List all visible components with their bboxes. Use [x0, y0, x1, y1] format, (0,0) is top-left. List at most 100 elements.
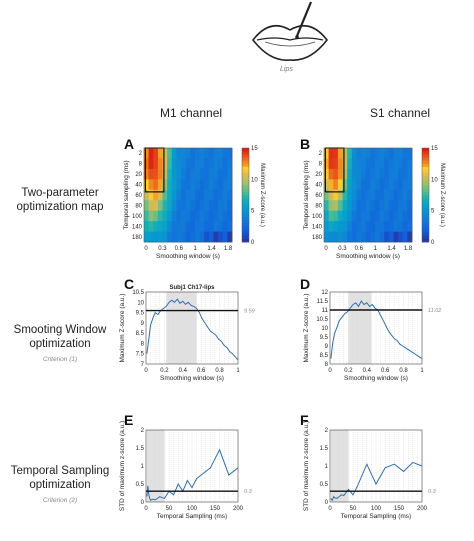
heatmap-cell: [185, 168, 191, 180]
heatmap-cell: [213, 189, 219, 201]
colorbar-segment: [422, 188, 429, 193]
heatmap-cell: [388, 210, 394, 222]
heatmap-cell: [374, 200, 380, 212]
y-axis-label: Maximum Z-score (a.u.): [119, 294, 126, 363]
heatmap-cell: [337, 221, 343, 232]
heatmap-cell: [185, 200, 191, 212]
heatmap-cell: [402, 189, 408, 201]
heatmap-cell: [157, 158, 163, 170]
heatmap-cell: [407, 168, 413, 180]
heatmap-cell: [213, 179, 219, 191]
heatmap-cell: [379, 189, 385, 201]
heatmap-cell: [379, 158, 385, 170]
heatmap-cell: [213, 231, 219, 243]
heatmap-cell: [370, 200, 376, 212]
heatmap-cell: [393, 210, 399, 222]
heatmap-cell: [398, 148, 404, 159]
colorbar-frame: [421, 147, 430, 243]
heatmap-cell: [199, 179, 205, 191]
colorbar-tick-label: 10: [251, 177, 258, 183]
heatmap-cell: [157, 168, 163, 180]
heatmap-cell: [351, 210, 357, 222]
heatmap-cell: [342, 179, 348, 191]
colorbar-segment: [422, 166, 429, 171]
heatmap-cell: [402, 221, 408, 232]
x-tick-label: 0.3: [158, 246, 167, 252]
heatmap-cell: [328, 221, 334, 232]
panel-letter-e: E: [124, 412, 134, 428]
heatmap-cell: [167, 231, 173, 243]
threshold-label: 0.3: [244, 489, 253, 495]
colorbar-segment: [422, 198, 429, 202]
heatmap-cell: [384, 148, 390, 159]
colorbar-segment: [422, 229, 429, 233]
heatmap-cell: [204, 168, 210, 180]
colorbar-segment: [242, 226, 249, 230]
y-tick-label: 60: [135, 193, 142, 199]
heatmap-cell: [181, 168, 187, 180]
heatmap-cell: [374, 168, 380, 180]
colorbar-segment: [422, 216, 429, 221]
heatmap-cell: [218, 179, 224, 191]
heatmap-cell: [398, 221, 404, 232]
y-tick-label: 100: [132, 214, 143, 220]
heatmap-cell: [218, 221, 224, 232]
heatmap-cell: [324, 158, 330, 170]
heatmap-cell: [181, 158, 187, 170]
heatmap-cell: [208, 168, 214, 180]
heatmap-cell: [324, 221, 330, 232]
heatmap-cell: [181, 200, 187, 212]
heatmap-cell: [194, 221, 200, 232]
y-tick-label: 140: [132, 224, 143, 230]
colorbar-tick-label: 15: [431, 146, 438, 152]
heatmap-cell: [337, 210, 343, 222]
x-tick-label: 1.8: [224, 246, 233, 252]
heatmap-cell: [342, 221, 348, 232]
heatmap-cell: [384, 231, 390, 243]
x-tick-label: 200: [417, 506, 428, 512]
heatmap-cell: [365, 231, 371, 243]
heatmap-cell: [374, 221, 380, 232]
heatmap-cell: [347, 221, 353, 232]
heatmap-cell: [148, 200, 154, 212]
heatmap-cell: [176, 158, 182, 170]
colorbar-segment: [242, 176, 249, 180]
heatmap-cell: [393, 168, 399, 180]
heatmap-cell: [347, 148, 353, 159]
heatmap-cell: [194, 148, 200, 159]
row-label-line2: optimization: [29, 479, 91, 491]
row-label-line1: Temporal Sampling: [10, 465, 110, 477]
heatmap-cell: [227, 210, 233, 222]
colorbar-segment: [242, 201, 249, 205]
heatmap-cell: [222, 189, 228, 201]
heatmap-cell: [171, 221, 177, 232]
heatmap-cell: [407, 200, 413, 212]
heatmap-cell: [144, 189, 150, 201]
colorbar-segment: [422, 213, 429, 218]
colorbar-segment: [422, 195, 429, 199]
heatmap-cell: [194, 210, 200, 222]
heatmap-cell: [351, 189, 357, 201]
heatmap-cell: [356, 179, 362, 191]
heatmap-cell: [384, 221, 390, 232]
heatmap-cell: [176, 231, 182, 243]
heatmap-cell: [356, 148, 362, 159]
panel-letter-a: A: [124, 136, 135, 152]
heatmap-cell: [144, 168, 150, 180]
heatmap-cell: [204, 189, 210, 201]
x-tick-label: 150: [210, 506, 221, 512]
heatmap-cell: [365, 168, 371, 180]
heatmap-cell: [407, 148, 413, 159]
heatmap-cell: [351, 200, 357, 212]
y-tick-label: 8: [319, 162, 323, 168]
heatmap-cell: [167, 148, 173, 159]
heatmap-cell: [370, 148, 376, 159]
x-tick-label: 0.4: [363, 368, 372, 374]
heatmap-cell: [157, 179, 163, 191]
heatmap-cell: [379, 210, 385, 222]
x-tick-label: 0: [328, 506, 332, 512]
x-axis-label: Smoothing window (s): [160, 375, 224, 382]
y-tick-label: 180: [132, 235, 143, 241]
heatmap-cell: [356, 231, 362, 243]
